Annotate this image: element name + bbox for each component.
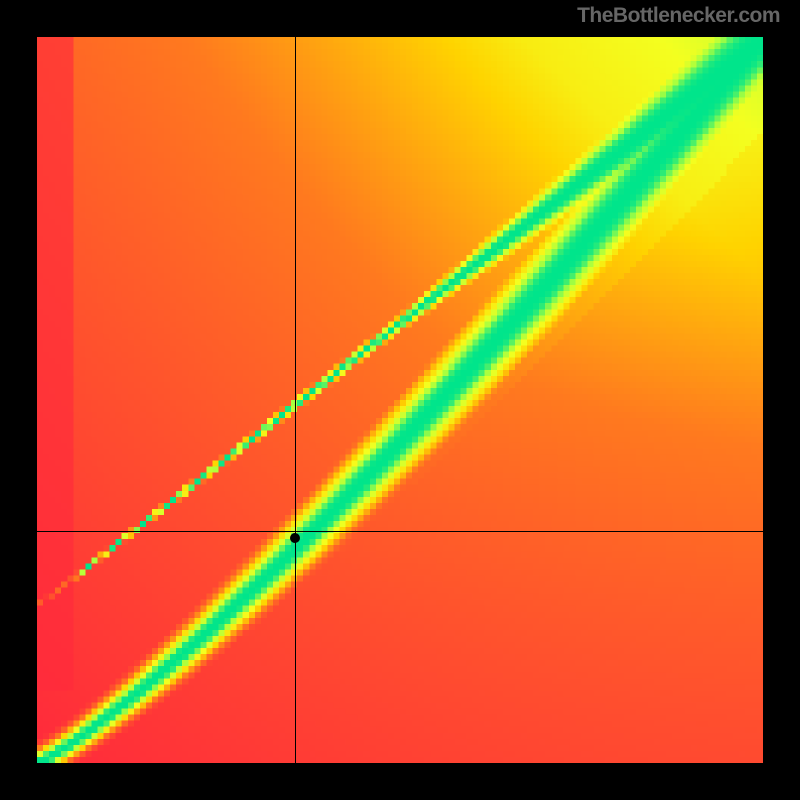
watermark-text: TheBottlenecker.com bbox=[577, 4, 780, 28]
heatmap-plot-area bbox=[37, 37, 763, 763]
crosshair-horizontal bbox=[37, 531, 763, 532]
heatmap-canvas bbox=[37, 37, 763, 763]
crosshair-vertical bbox=[295, 37, 296, 763]
crosshair-marker bbox=[290, 533, 300, 543]
